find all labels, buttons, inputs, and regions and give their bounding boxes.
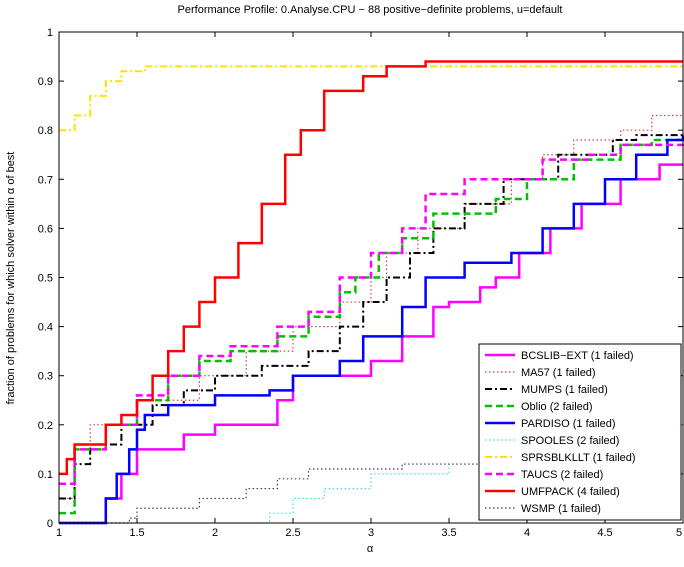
series-line	[59, 60, 683, 476]
x-tick-label: 2.5	[285, 527, 300, 539]
legend-label: MUMPS (1 failed)	[521, 384, 608, 396]
chart-title: Performance Profile: 0.Analyse.CPU − 88 …	[178, 4, 563, 16]
series-line	[59, 434, 683, 524]
legend: BCSLIB−EXT (1 failed) MA57 (1 failed) MUMP…	[478, 343, 682, 521]
legend-label: MA57 (1 failed)	[521, 367, 596, 379]
legend-label: UMFPACK (4 failed)	[521, 486, 620, 498]
x-tick-label: 2	[212, 527, 218, 539]
legend-label: Oblio (2 failed)	[521, 401, 593, 413]
legend-label: SPRSBLKLLT (1 failed)	[521, 452, 636, 464]
legend-label: SPOOLES (2 failed)	[521, 435, 619, 447]
series-line	[59, 135, 684, 525]
x-tick-label: 1	[56, 527, 62, 539]
y-tick-label: 0.9	[38, 76, 53, 88]
legend-label: BCSLIB−EXT (1 failed)	[521, 350, 634, 362]
x-axis-label: α	[367, 543, 374, 555]
series-line	[59, 65, 683, 132]
series-line	[59, 138, 683, 515]
y-tick-label: 0.7	[38, 174, 53, 186]
y-axis-label: fraction of problems for which solver wi…	[5, 152, 17, 405]
x-tick-label: 3	[368, 527, 374, 539]
legend-label: WSMP (1 failed)	[521, 503, 601, 515]
y-tick-label: 0.1	[38, 469, 53, 481]
y-tick-label: 0.8	[38, 125, 53, 137]
y-tick-label: 1	[47, 27, 53, 39]
y-tick-label: 0	[47, 518, 53, 530]
x-tick-label: 4	[524, 527, 530, 539]
y-tick-label: 0.6	[38, 223, 53, 235]
y-tick-label: 0.3	[38, 371, 53, 383]
x-tick-label: 3.5	[441, 527, 456, 539]
legend-label: PARDISO (1 failed)	[521, 418, 616, 430]
y-tick-label: 0.4	[38, 322, 53, 334]
x-tick-label: 4.5	[597, 527, 612, 539]
legend-label: TAUCS (2 failed)	[521, 469, 603, 481]
plot-frame	[58, 31, 684, 524]
x-tick-label: 1.5	[129, 527, 144, 539]
x-tick-label: 5	[676, 527, 682, 539]
y-tick-label: 0.5	[38, 273, 53, 285]
y-tick-label: 0.2	[38, 420, 53, 432]
